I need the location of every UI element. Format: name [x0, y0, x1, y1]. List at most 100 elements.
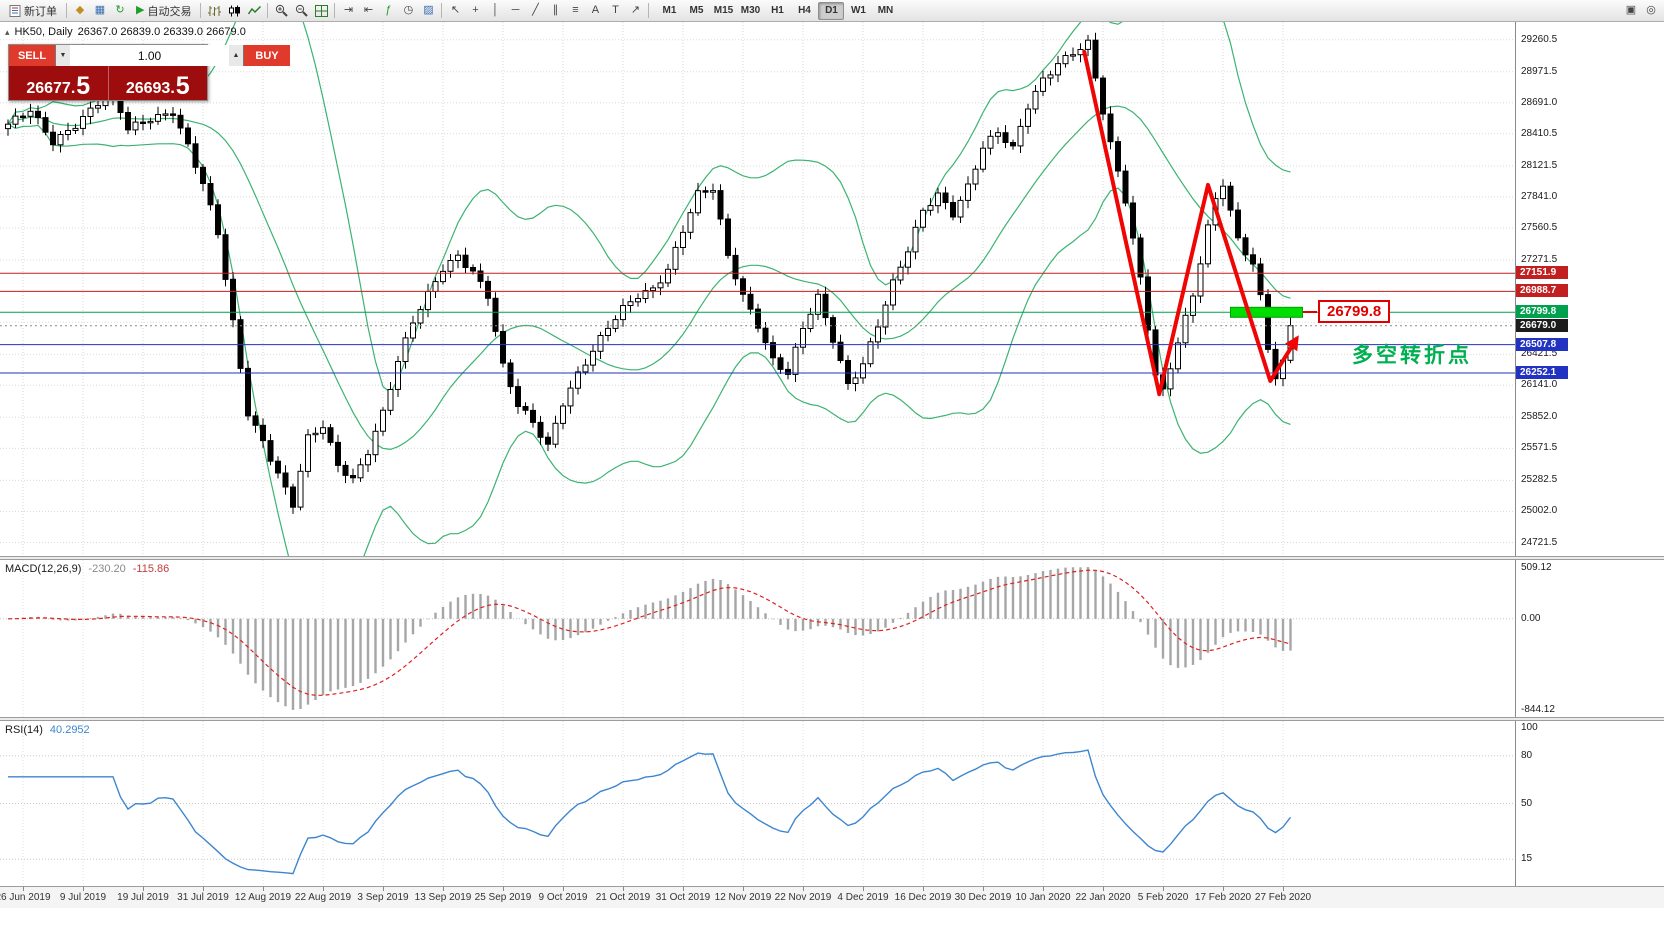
symbol-period-label: HK50, Daily [14, 26, 73, 38]
price-tick-label: 25002.0 [1521, 505, 1558, 516]
auto-scroll-button[interactable]: ⇤ [358, 2, 378, 20]
chart-window-button[interactable]: ▦ [90, 2, 110, 20]
new-order-button[interactable]: 新订单 [3, 2, 63, 20]
auto-scroll-icon: ⇤ [363, 4, 374, 16]
timeframe-button-d1[interactable]: D1 [818, 1, 845, 20]
timeframe-button-m5[interactable]: M5 [683, 2, 709, 20]
time-tick [923, 887, 924, 891]
timeframe-button-h4[interactable]: H4 [791, 2, 817, 20]
time-tick [383, 887, 384, 891]
arrows-tool-button[interactable]: ↗ [625, 2, 645, 20]
macd-plot[interactable] [0, 560, 1515, 717]
time-tick [1283, 887, 1284, 891]
rsi-axis-label: 100 [1521, 722, 1538, 733]
indicators-button[interactable]: ƒ [378, 2, 398, 20]
price-chart-plot[interactable] [0, 22, 1515, 556]
rsi-plot[interactable] [0, 721, 1515, 886]
trendline-button[interactable]: ╱ [525, 2, 545, 20]
price-tick-label: 27271.5 [1521, 254, 1558, 265]
macd-histogram [14, 567, 1292, 710]
time-axis[interactable]: 26 Jun 2019 9 Jul 2019 19 Jul 2019 31 Jul 2… [0, 886, 1664, 908]
text-tool-button[interactable]: A [585, 2, 605, 20]
zoom-in-button[interactable] [271, 2, 291, 20]
window-grid-button[interactable]: ▣ [1621, 2, 1641, 20]
cursor-button[interactable]: ↖ [445, 2, 465, 20]
clock-icon: ◷ [403, 4, 414, 16]
panel-separator[interactable] [0, 717, 1664, 721]
timeframe-button-mn[interactable]: MN [872, 2, 898, 20]
bar-chart-button[interactable] [204, 2, 224, 20]
coins-button[interactable]: ◆ [70, 2, 90, 20]
date-label: 27 Feb 2020 [1254, 892, 1312, 903]
timeframe-button-m15[interactable]: M15 [710, 2, 736, 20]
highlight-rectangle[interactable] [1230, 306, 1303, 318]
vertical-line-button[interactable]: │ [485, 2, 505, 20]
price-tick-label: 25852.0 [1521, 411, 1558, 422]
trendline-icon: ╱ [532, 4, 539, 16]
date-label: 12 Aug 2019 [234, 892, 292, 903]
channel-icon: ∥ [552, 4, 559, 16]
autotrading-label: 自动交易 [147, 5, 192, 18]
volume-control: ▼ ▲ [55, 45, 244, 66]
chart-shift-button[interactable]: ⇥ [338, 2, 358, 20]
date-label: 25 Sep 2019 [474, 892, 532, 903]
rsi-value: 40.2952 [49, 724, 90, 736]
chart-title: ▴ HK50, Daily 26367.0 26839.0 26339.0 26… [5, 26, 246, 38]
price-tick-label: 29260.5 [1521, 34, 1558, 45]
price-line-tag: 26799.8 [1516, 305, 1568, 318]
horizontal-lines[interactable] [0, 272, 1515, 374]
timeframe-button-w1[interactable]: W1 [845, 2, 871, 20]
periods-button[interactable]: ◷ [398, 2, 418, 20]
main-price-axis[interactable]: 29260.5 28971.5 28691.0 28410.5 28121.5 27841… [1515, 22, 1664, 556]
main-chart-panel: ▴ HK50, Daily 26367.0 26839.0 26339.0 26… [0, 22, 1664, 556]
templates-button[interactable]: ▨ [418, 2, 438, 20]
date-label: 22 Aug 2019 [294, 892, 352, 903]
price-tick-label: 25282.5 [1521, 474, 1558, 485]
macd-value-axis[interactable]: 509.12 0.00 -844.12 [1515, 560, 1664, 717]
time-tick [803, 887, 804, 891]
price-tick-label: 27560.5 [1521, 222, 1558, 233]
toolbar-separator [648, 3, 650, 18]
buy-price-button[interactable]: 26693. 5 [109, 66, 208, 100]
callout-connector [1303, 311, 1317, 313]
candlestick-chart-button[interactable] [224, 2, 244, 20]
line-chart-button[interactable] [244, 2, 264, 20]
volume-increase-button[interactable]: ▲ [229, 45, 243, 66]
timeframe-button-m30[interactable]: M30 [737, 2, 763, 20]
rsi-label: RSI(14) 40.2952 [5, 724, 90, 736]
zoom-out-icon [295, 4, 308, 17]
horizontal-line-button[interactable]: ─ [505, 2, 525, 20]
autotrading-button[interactable]: ▶ 自动交易 [130, 2, 197, 20]
rsi-value-axis[interactable]: 100 80 50 15 [1515, 721, 1664, 886]
channel-button[interactable]: ∥ [545, 2, 565, 20]
arrow-icon: ↗ [630, 4, 641, 16]
play-icon: ▶ [136, 4, 145, 16]
sell-price-button[interactable]: 26677. 5 [9, 66, 109, 100]
timeframe-button-h1[interactable]: H1 [764, 2, 790, 20]
timeframe-button-m1[interactable]: M1 [656, 2, 682, 20]
chart-shift-icon: ⇥ [343, 4, 354, 16]
panel-separator[interactable] [0, 556, 1664, 560]
label-tool-button[interactable]: T [605, 2, 625, 20]
turning-point-note[interactable]: 多空转折点 [1352, 344, 1472, 367]
zigzag-arrow[interactable] [1082, 49, 1299, 397]
date-label: 16 Dec 2019 [894, 892, 952, 903]
search-button[interactable]: ◎ [1641, 2, 1661, 20]
date-label: 26 Jun 2019 [0, 892, 51, 903]
refresh-button[interactable]: ↻ [110, 2, 130, 20]
macd-signal-line [7, 569, 1291, 696]
tile-windows-button[interactable] [311, 2, 331, 20]
fibonacci-button[interactable]: ≡ [565, 2, 585, 20]
volume-decrease-button[interactable]: ▼ [56, 45, 70, 66]
time-tick [503, 887, 504, 891]
date-label: 22 Nov 2019 [774, 892, 832, 903]
toolbar-separator [441, 3, 443, 18]
volume-input[interactable] [70, 45, 229, 66]
zoom-out-button[interactable] [291, 2, 311, 20]
time-tick [143, 887, 144, 891]
buy-button[interactable]: BUY [244, 45, 290, 66]
price-callout-label[interactable]: 26799.8 [1318, 300, 1391, 323]
crosshair-button[interactable]: + [465, 2, 485, 20]
chart-window-icon: ▦ [94, 4, 106, 16]
sell-button[interactable]: SELL [9, 45, 55, 66]
